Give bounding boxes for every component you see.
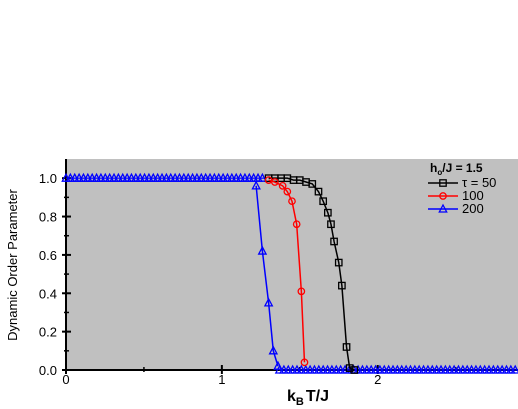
data-point [288,197,296,206]
legend-label: 100 [462,188,484,203]
y-tick-label: 0.4 [39,286,57,301]
series-2 [251,180,283,370]
x-tick-label: 2 [374,372,381,387]
data-point [283,187,292,196]
legend-item: τ = 50 [428,175,496,190]
legend-title-pre: h [430,161,437,175]
data-point [350,366,359,374]
data-point [319,197,328,206]
y-axis-label: Dynamic Order Parameter [5,188,20,340]
baseline-markers [61,172,268,182]
x-tick-label: 0 [62,372,69,387]
data-point [271,178,279,186]
data-point [263,297,274,307]
series-1 [264,176,309,367]
legend-label: 200 [462,201,484,216]
data-point [300,358,309,367]
y-tick-label: 0.6 [39,248,57,263]
y-tick-label: 0.8 [39,210,57,225]
data-point [257,245,268,255]
baseline-marker [257,172,268,182]
x-tick-label: 1 [218,372,225,387]
data-point [297,287,306,296]
data-point [314,187,323,196]
series-line [268,179,306,363]
data-point [342,343,351,351]
data-point [327,220,335,229]
series-line [255,185,279,367]
legend-marker [439,179,447,187]
legend-item: 200 [428,201,484,216]
floor-markers [274,364,518,374]
data-point [268,345,279,355]
x-axis-label-rest: T/J [306,388,329,405]
data-point [330,237,338,246]
legend-title-post: /J = 1.5 [442,161,483,175]
y-tick-label: 0.2 [39,325,57,340]
x-axis-label-sub: B [296,396,304,408]
data-point [278,182,287,190]
legend-label: τ = 50 [462,175,496,190]
x-axis-label: kB T/J [287,388,329,408]
floor-marker [510,364,518,374]
data-point [308,180,317,188]
data-point [292,220,301,229]
data-point [273,360,283,370]
y-tick-label: 1.0 [39,171,57,186]
data-point [323,208,332,217]
legend-title: ho/J = 1.5 [430,161,483,177]
series-line [268,177,355,371]
legend-marker [439,192,447,200]
legend-title-sub: o [437,168,442,177]
legend-item: 100 [428,188,484,203]
data-point [251,180,261,190]
plot-area [66,159,518,370]
data-point [334,258,343,267]
legend-marker [438,203,448,213]
x-axis-label-main: k [287,388,296,405]
data-point [338,281,346,290]
data-point [345,364,354,372]
y-tick-label: 0.0 [39,363,57,378]
